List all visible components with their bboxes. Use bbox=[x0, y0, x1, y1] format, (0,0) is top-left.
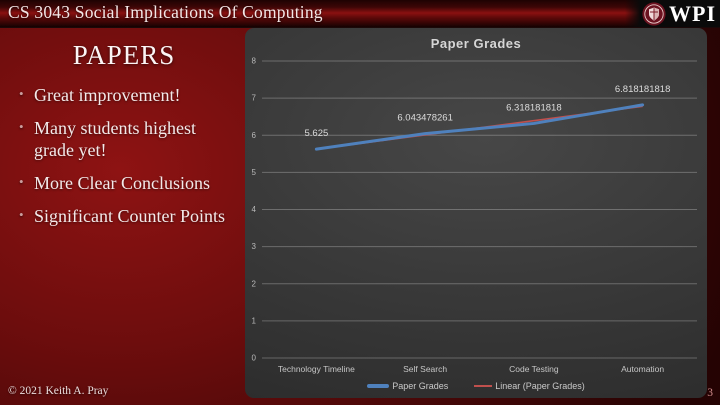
wpi-logo: WPI bbox=[625, 0, 720, 27]
y-axis-tick: 8 bbox=[252, 57, 257, 66]
data-label: 6.043478261 bbox=[397, 113, 452, 124]
x-axis-category-label: Automation bbox=[621, 364, 664, 374]
x-axis-category-label: Self Search bbox=[403, 364, 447, 374]
bullet-list: Great improvement! Many students highest… bbox=[18, 85, 239, 228]
y-axis-tick: 4 bbox=[252, 205, 257, 214]
bullet-item: Significant Counter Points bbox=[19, 206, 239, 228]
legend-item-paper-grades: Paper Grades bbox=[367, 381, 448, 391]
slide-title: PAPERS bbox=[72, 40, 176, 70]
left-column: PAPERS Great improvement! Many students … bbox=[18, 40, 230, 239]
y-axis-tick: 3 bbox=[252, 242, 257, 251]
legend-label: Paper Grades bbox=[392, 381, 449, 391]
bullet-item: Great improvement! bbox=[19, 85, 239, 107]
data-label: 5.625 bbox=[304, 128, 328, 139]
header-bar: CS 3043 Social Implications Of Computing… bbox=[0, 0, 720, 28]
blue-line-swatch-icon bbox=[367, 384, 390, 388]
wpi-seal-icon bbox=[642, 1, 666, 26]
wpi-wordmark: WPI bbox=[669, 1, 716, 26]
course-title: CS 3043 Social Implications Of Computing bbox=[8, 2, 323, 22]
legend-item-linear-trend: Linear (Paper Grades) bbox=[474, 381, 585, 391]
y-axis-tick: 5 bbox=[252, 168, 257, 177]
y-axis-tick: 6 bbox=[252, 131, 257, 140]
data-label: 6.818181818 bbox=[615, 84, 670, 95]
y-axis-tick: 2 bbox=[252, 279, 257, 288]
legend-label: Linear (Paper Grades) bbox=[495, 381, 585, 391]
y-axis-tick: 7 bbox=[252, 94, 257, 103]
x-axis-category-label: Code Testing bbox=[509, 364, 559, 374]
bullet-item: Many students highest grade yet! bbox=[19, 118, 239, 162]
page-number: 3 bbox=[707, 387, 713, 399]
y-axis-tick: 0 bbox=[252, 354, 257, 363]
bullet-item: More Clear Conclusions bbox=[19, 173, 239, 195]
chart-title: Paper Grades bbox=[430, 36, 522, 51]
data-label: 6.318181818 bbox=[506, 102, 561, 113]
y-axis-tick: 1 bbox=[252, 316, 257, 325]
chart-legend: Paper Grades Linear (Paper Grades) bbox=[245, 381, 707, 391]
copyright-text: © 2021 Keith A. Pray bbox=[8, 385, 109, 397]
paper-grades-series-line bbox=[314, 103, 645, 151]
chart-panel: 0 1 2 3 4 5 6 7 8 Technology Timeline Self Search C… bbox=[245, 28, 707, 398]
x-axis-category-label: Technology Timeline bbox=[278, 364, 355, 374]
red-line-swatch-icon bbox=[474, 385, 493, 387]
paper-grades-chart: 0 1 2 3 4 5 6 7 8 Technology Timeline Self Search C… bbox=[252, 57, 697, 374]
